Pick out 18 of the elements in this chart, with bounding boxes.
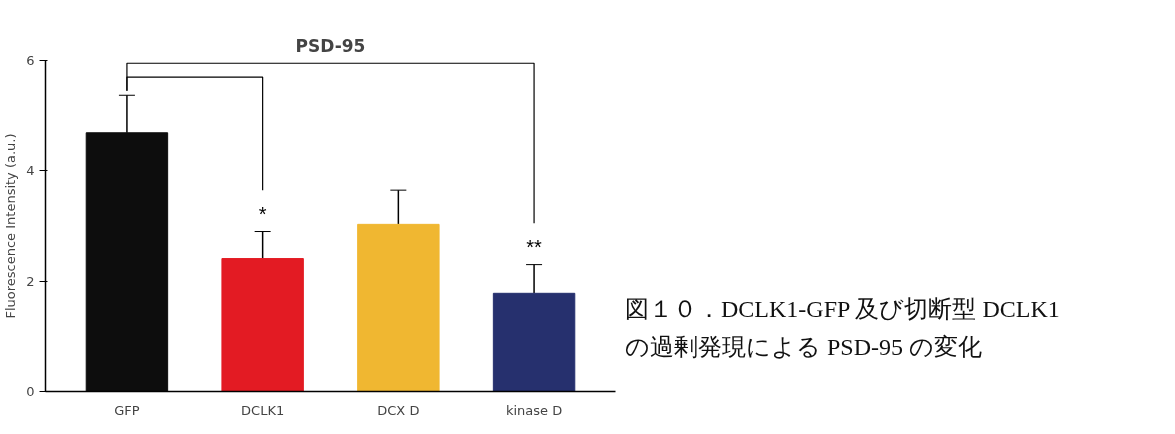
y-tick-label: 2 bbox=[26, 273, 35, 289]
text: の過剰発現による PSD-95 の変化 bbox=[625, 334, 983, 361]
x-tick-label: GFP bbox=[114, 402, 140, 418]
y-tick-label: 0 bbox=[26, 384, 35, 399]
bar bbox=[492, 292, 576, 392]
bar bbox=[357, 223, 440, 392]
annotation: ** bbox=[526, 236, 543, 258]
y-axis-title: Fluorescence Intensity (a.u.) bbox=[3, 133, 19, 319]
x-tick-label: kinase D bbox=[505, 402, 563, 418]
y-tick-label: 6 bbox=[26, 53, 35, 68]
bar bbox=[85, 132, 169, 392]
chart-title: PSD-95 bbox=[295, 35, 366, 56]
y-tick-label: 4 bbox=[26, 163, 35, 179]
x-tick-label: DCLK1 bbox=[241, 402, 285, 418]
annotation: * bbox=[258, 202, 267, 225]
bar bbox=[221, 258, 304, 392]
caption: 図１０．DCLK1-GFP 及び切断型 DCLK1 bbox=[625, 296, 1060, 322]
x-tick-label: DCX D bbox=[377, 402, 420, 418]
